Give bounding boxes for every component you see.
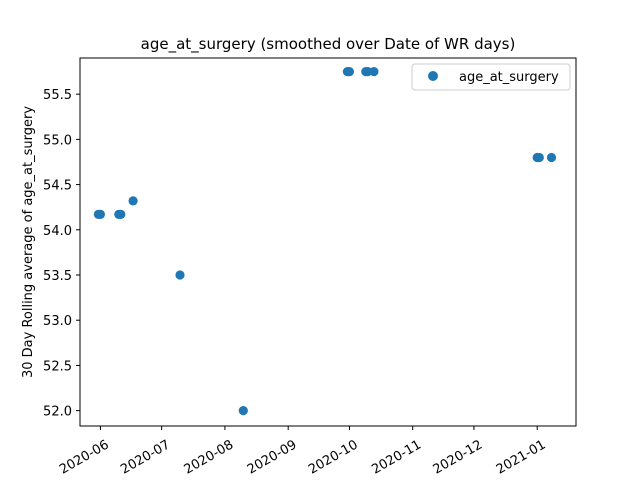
data-point: [546, 152, 557, 163]
chart-title: age_at_surgery (smoothed over Date of WR…: [141, 35, 516, 54]
legend-label: age_at_surgery: [459, 70, 559, 85]
y-tick-label: 52.0: [43, 405, 72, 420]
data-point: [95, 209, 105, 219]
legend-box: [411, 63, 571, 91]
data-point: [175, 270, 185, 280]
y-tick-label: 53.0: [43, 314, 72, 329]
data-point: [369, 67, 379, 77]
y-tick-label: 54.5: [43, 179, 72, 194]
y-tick-label: 55.0: [43, 133, 72, 148]
data-point: [238, 406, 248, 416]
data-point: [344, 67, 354, 77]
data-points: [93, 67, 557, 416]
data-point: [534, 152, 544, 163]
legend: age_at_surgery: [411, 63, 571, 91]
data-point: [128, 196, 138, 206]
y-axis-label: 30 Day Rolling average of age_at_surgery: [21, 106, 36, 378]
y-tick-label: 55.5: [43, 88, 72, 103]
y-tick-label: 53.5: [43, 269, 72, 284]
legend-marker: [428, 71, 438, 81]
data-point: [116, 209, 126, 219]
y-tick-label: 52.5: [43, 359, 72, 374]
plot-frame: [79, 57, 577, 427]
y-tick-label: 54.0: [43, 224, 72, 239]
